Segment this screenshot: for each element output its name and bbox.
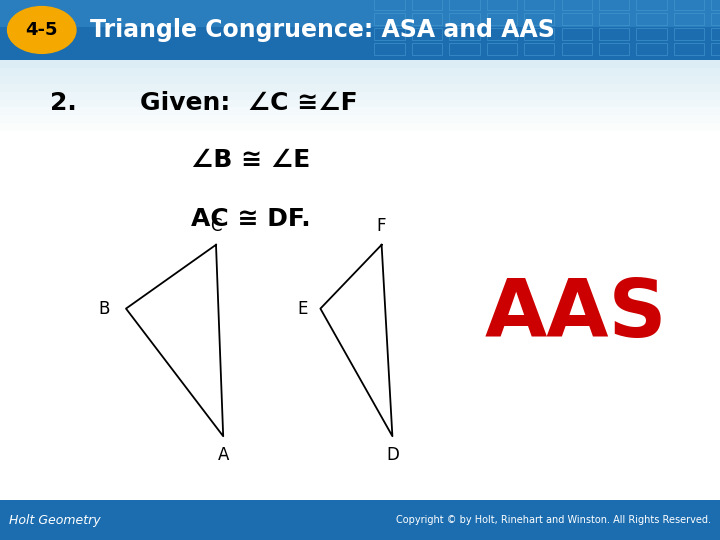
Text: E: E xyxy=(297,300,307,318)
Bar xyxy=(0,68,720,76)
Bar xyxy=(636,43,667,55)
Bar xyxy=(599,13,629,25)
Bar xyxy=(487,43,517,55)
Bar xyxy=(636,0,667,10)
Text: Given:  ∠C ≅∠F: Given: ∠C ≅∠F xyxy=(140,91,358,114)
Text: Holt Geometry: Holt Geometry xyxy=(9,514,100,526)
Bar xyxy=(0,99,720,107)
Bar xyxy=(0,116,720,123)
Bar xyxy=(599,0,629,10)
Bar xyxy=(562,43,592,55)
Text: 4-5: 4-5 xyxy=(25,21,58,39)
Bar xyxy=(599,28,629,40)
Bar xyxy=(0,107,720,116)
Text: 2.: 2. xyxy=(50,91,77,114)
Bar xyxy=(449,13,480,25)
Bar xyxy=(0,60,720,68)
Bar xyxy=(374,43,405,55)
Bar xyxy=(599,43,629,55)
Bar xyxy=(524,0,554,10)
Bar xyxy=(412,13,442,25)
Bar xyxy=(562,28,592,40)
Bar xyxy=(636,13,667,25)
Bar xyxy=(412,28,442,40)
Text: AC ≅ DF.: AC ≅ DF. xyxy=(191,207,310,231)
Bar xyxy=(487,28,517,40)
Bar xyxy=(524,13,554,25)
Bar xyxy=(374,13,405,25)
Text: C: C xyxy=(210,217,222,235)
Bar xyxy=(711,13,720,25)
Bar xyxy=(711,28,720,40)
Bar xyxy=(487,0,517,10)
Bar xyxy=(674,0,704,10)
Bar xyxy=(0,0,720,27)
Bar xyxy=(0,123,720,131)
Bar xyxy=(374,0,405,10)
Bar xyxy=(674,13,704,25)
Text: AAS: AAS xyxy=(485,276,667,354)
Text: Copyright © by Holt, Rinehart and Winston. All Rights Reserved.: Copyright © by Holt, Rinehart and Winsto… xyxy=(396,515,711,525)
Bar xyxy=(487,13,517,25)
Bar xyxy=(524,28,554,40)
Text: A: A xyxy=(217,446,229,464)
Bar xyxy=(374,28,405,40)
Text: B: B xyxy=(99,300,110,318)
Bar xyxy=(562,0,592,10)
Bar xyxy=(412,43,442,55)
Text: Triangle Congruence: ASA and AAS: Triangle Congruence: ASA and AAS xyxy=(90,18,555,42)
Bar xyxy=(674,28,704,40)
Bar xyxy=(0,92,720,99)
Bar xyxy=(449,43,480,55)
Bar xyxy=(0,76,720,84)
Ellipse shape xyxy=(8,6,76,53)
Bar xyxy=(0,131,720,139)
Bar xyxy=(674,43,704,55)
Bar xyxy=(524,43,554,55)
Text: F: F xyxy=(377,217,387,235)
Bar xyxy=(711,43,720,55)
Bar xyxy=(449,28,480,40)
Bar xyxy=(412,0,442,10)
Bar xyxy=(711,0,720,10)
Bar xyxy=(0,84,720,92)
Bar xyxy=(449,0,480,10)
Text: ∠B ≅ ∠E: ∠B ≅ ∠E xyxy=(191,148,310,172)
Text: D: D xyxy=(386,446,399,464)
Bar xyxy=(562,13,592,25)
Bar xyxy=(636,28,667,40)
